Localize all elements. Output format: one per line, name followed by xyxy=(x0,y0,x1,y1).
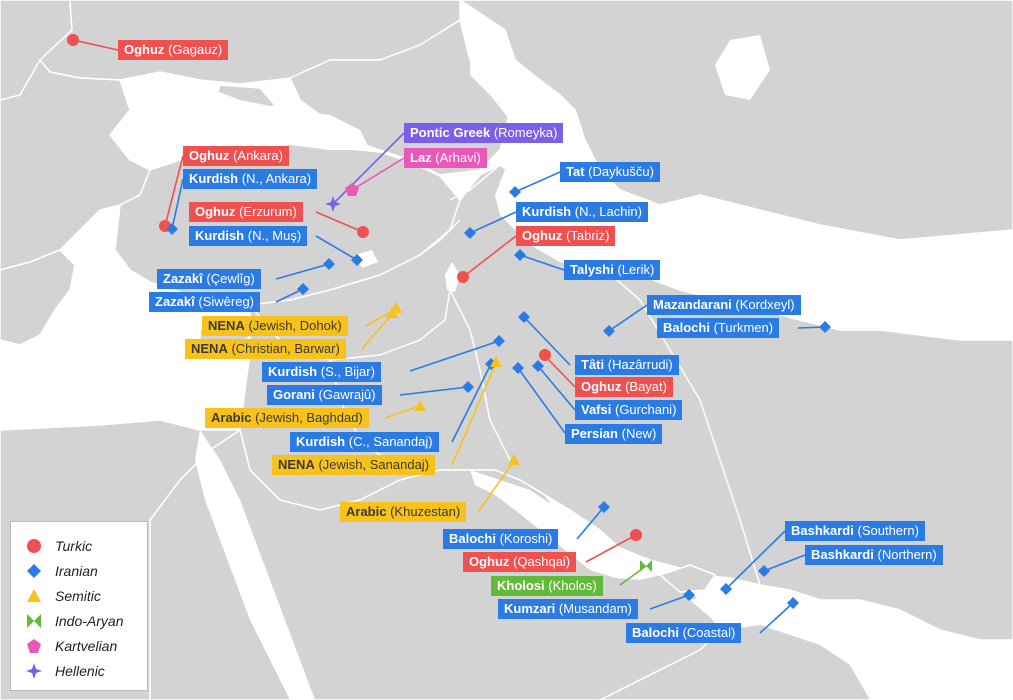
marker-kurdish-n-ankara xyxy=(166,223,178,235)
marker-vafsi xyxy=(532,360,544,372)
marker-tat-daykusu xyxy=(509,186,521,198)
legend-item-turkic: Turkic xyxy=(11,536,147,556)
label-bashkardi-southern: Bashkardi (Southern) xyxy=(785,521,925,541)
label-gorani-gawraju: Gorani (Gawrajû) xyxy=(267,385,382,405)
label-kurdish-n-mus: Kurdish (N., Muş) xyxy=(189,226,308,246)
marker-zazaki-sivereg xyxy=(297,283,309,295)
label-kurdish-s-bijar: Kurdish (S., Bijar) xyxy=(262,362,381,382)
aral-sea xyxy=(715,35,770,100)
mediterranean xyxy=(0,340,250,430)
red-sea xyxy=(195,430,315,700)
legend-item-iranian: Iranian xyxy=(11,561,147,581)
legend: Turkic Iranian Semitic Indo-Aryan Kartve… xyxy=(10,521,148,691)
triangle-icon xyxy=(27,589,41,602)
legend-item-kartvelian: Kartvelian xyxy=(11,636,147,656)
label-tati-hazarrudi: Tâti (Hazârrudi) xyxy=(575,355,679,375)
label-kholosi-kholos: Kholosi (Kholos) xyxy=(491,576,603,596)
legend-item-semitic: Semitic xyxy=(11,586,147,606)
marker-persian xyxy=(512,362,524,374)
marker-oghuz-bayat xyxy=(539,349,551,361)
label-oghuz-erzurum: Oghuz (Erzurum) xyxy=(189,202,303,222)
marker-nena-barwar xyxy=(386,307,398,318)
persian-gulf xyxy=(470,470,660,580)
lake-urmia xyxy=(445,262,460,292)
label-pontic-greek-romeyka: Pontic Greek (Romeyka) xyxy=(404,123,564,143)
diamond-icon xyxy=(27,564,41,578)
marker-laz xyxy=(345,183,359,196)
marker-bashkardi-southern xyxy=(720,583,732,595)
label-nena-jewish-sanandaj: NENA (Jewish, Sanandaj) xyxy=(272,455,436,475)
label-oghuz-tabriz: Oghuz (Tabriz) xyxy=(516,226,616,246)
marker-oghuz-erzurum xyxy=(357,226,369,238)
star-icon xyxy=(26,663,42,679)
marker-arabic-khuzestan xyxy=(508,454,520,465)
pentagon-icon xyxy=(27,639,41,653)
language-markers xyxy=(67,34,831,609)
marker-bashkardi-northern xyxy=(758,565,770,577)
marker-pontic-greek xyxy=(325,196,341,212)
black-sea xyxy=(130,85,370,160)
marker-arabic-baghdad xyxy=(414,400,426,411)
bowtie-icon xyxy=(27,614,41,628)
marker-nena-sanandaj xyxy=(490,356,502,367)
marker-kholosi xyxy=(640,560,652,572)
gulf-of-oman xyxy=(690,590,1013,700)
label-arabic-khuzestan: Arabic (Khuzestan) xyxy=(340,502,467,522)
label-oghuz-qashqai: Oghuz (Qashqai) xyxy=(463,552,577,572)
marker-balochi-koroshi xyxy=(598,501,610,513)
label-persian-new: Persian (New) xyxy=(565,424,663,444)
marker-kurdish-n-lachin xyxy=(464,227,476,239)
circle-icon xyxy=(27,539,41,553)
marker-oghuz-qashqai xyxy=(630,529,642,541)
connector-lines xyxy=(72,39,826,634)
label-laz-arhavi: Laz (Arhavi) xyxy=(404,148,487,168)
marker-kurdish-n-mus xyxy=(351,254,363,266)
marker-oghuz-gagauz xyxy=(67,34,79,46)
label-kurdish-c-sanandaj: Kurdish (C., Sanandaj) xyxy=(290,432,439,452)
label-balochi-turkmen: Balochi (Turkmen) xyxy=(657,318,780,338)
legend-item-indo-aryan: Indo-Aryan xyxy=(11,611,147,631)
marker-zazaki-cewlig xyxy=(323,258,335,270)
marker-balochi-coastal xyxy=(787,597,799,609)
label-mazandarani-kordxeyl: Mazandarani (Kordxeyl) xyxy=(647,295,801,315)
label-nena-christian-barwar: NENA (Christian, Barwar) xyxy=(185,339,346,359)
label-kurdish-n-lachin: Kurdish (N., Lachin) xyxy=(516,202,648,222)
label-oghuz-gagauz: Oghuz (Gagauz) xyxy=(118,40,229,60)
label-zazaki-sivereg: Zazakî (Siwêreg) xyxy=(149,292,260,312)
label-talyshi-lerik: Talyshi (Lerik) xyxy=(564,260,661,280)
label-bashkardi-northern: Bashkardi (Northern) xyxy=(805,545,943,565)
label-nena-jewish-dohok: NENA (Jewish, Dohok) xyxy=(202,316,348,336)
marker-kumzari xyxy=(683,589,695,601)
marker-mazandarani xyxy=(603,325,615,337)
marker-balochi-turkmen xyxy=(819,321,831,333)
label-tat-daykuscu: Tat (Daykušču) xyxy=(560,162,660,182)
label-balochi-coastal: Balochi (Coastal) xyxy=(626,623,742,643)
land-central-asia xyxy=(459,0,1013,241)
label-zazaki-cewlig: Zazakî (Çewlîg) xyxy=(157,269,261,289)
marker-oghuz-tabriz xyxy=(457,271,469,283)
label-oghuz-ankara: Oghuz (Ankara) xyxy=(183,146,289,166)
marker-gorani xyxy=(462,381,474,393)
lake-van xyxy=(355,250,378,268)
land-musandam xyxy=(659,564,716,593)
label-vafsi-gurchani: Vafsi (Gurchani) xyxy=(575,400,683,420)
marker-kurdish-s-bijar xyxy=(493,335,505,347)
label-arabic-jewish-baghdad: Arabic (Jewish, Baghdad) xyxy=(205,408,369,428)
label-oghuz-bayat: Oghuz (Bayat) xyxy=(575,377,673,397)
marker-talyshi-lerik xyxy=(514,249,526,261)
label-kumzari-musandam: Kumzari (Musandam) xyxy=(498,599,638,619)
label-kurdish-n-ankara: Kurdish (N., Ankara) xyxy=(183,169,318,189)
label-balochi-koroshi: Balochi (Koroshi) xyxy=(443,529,559,549)
marker-tati xyxy=(518,311,530,323)
legend-item-hellenic: Hellenic xyxy=(11,661,147,681)
